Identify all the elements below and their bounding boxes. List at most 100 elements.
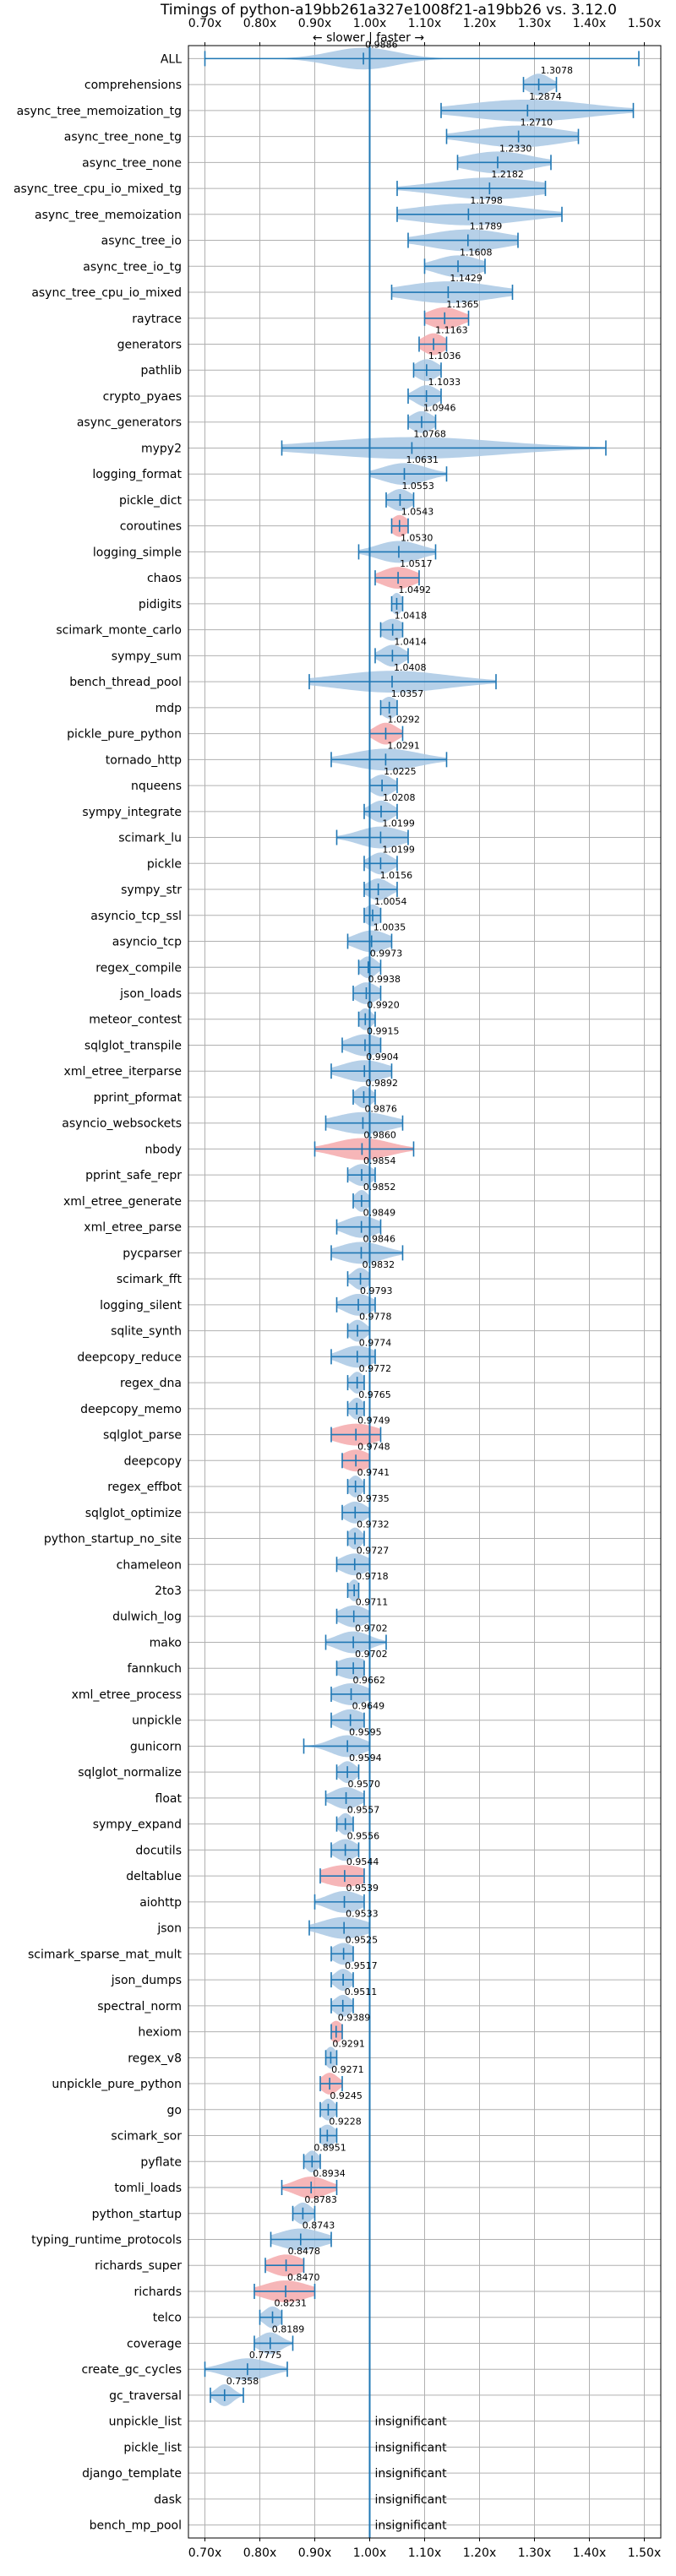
value-label: 1.0492 [398, 584, 431, 595]
value-label: 0.9718 [356, 1571, 389, 1582]
value-label: 0.9892 [365, 1078, 398, 1089]
category-label: bench_mp_pool [90, 2519, 182, 2533]
value-label: 1.0414 [394, 636, 427, 647]
category-label: xml_etree_parse [84, 1221, 182, 1235]
value-label: 1.1033 [428, 377, 461, 388]
value-label: 0.9533 [346, 1909, 379, 1920]
value-label: 0.9511 [345, 1986, 378, 1997]
category-label: async_tree_memoization [35, 209, 182, 222]
insignificant-label: insignificant [375, 2519, 448, 2533]
value-label: 0.9735 [357, 1493, 390, 1504]
x-tick-label-top: 1.20x [463, 17, 496, 30]
category-label: gc_traversal [109, 2389, 182, 2403]
category-label: regex_dna [120, 1377, 182, 1390]
category-label: sqlglot_normalize [78, 1766, 182, 1780]
category-label: python_startup [92, 2208, 182, 2221]
category-label: pyflate [140, 2155, 182, 2169]
x-tick-label-bottom: 0.70x [188, 2546, 221, 2560]
category-label: bench_thread_pool [69, 676, 182, 689]
category-label: raytrace [132, 312, 182, 326]
x-tick-label-top: 0.70x [188, 17, 221, 30]
value-label: 0.9741 [357, 1467, 390, 1478]
category-label: telco [153, 2312, 182, 2325]
insignificant-label: insignificant [375, 2416, 448, 2429]
x-tick-label-bottom: 1.00x [353, 2546, 386, 2560]
category-label: aiohttp [139, 1896, 182, 1910]
category-label: xml_etree_generate [63, 1195, 182, 1209]
category-label: unpickle [132, 1715, 182, 1728]
value-label: 0.9778 [359, 1312, 392, 1323]
value-label: 0.9594 [349, 1753, 382, 1764]
x-tick-label-top: 1.40x [573, 17, 606, 30]
category-label: logging_simple [93, 546, 182, 559]
x-tick-label-bottom: 0.80x [243, 2546, 276, 2560]
category-label: mako [150, 1636, 182, 1649]
category-label: async_tree_io [101, 235, 182, 248]
category-label: sympy_expand [93, 1818, 182, 1832]
category-label: scimark_sor [111, 2130, 182, 2144]
value-label: 0.9702 [355, 1622, 388, 1633]
value-label: 1.0035 [373, 922, 406, 933]
category-label: pprint_pformat [94, 1091, 183, 1105]
value-label: 0.9793 [360, 1285, 393, 1296]
value-label: 0.8470 [287, 2272, 320, 2283]
value-label: 1.1036 [428, 351, 461, 361]
value-label: 0.9271 [331, 2064, 364, 2075]
insignificant-label: insignificant [375, 2467, 448, 2481]
category-label: float [155, 1792, 183, 1806]
category-label: async_tree_cpu_io_mixed_tg [14, 182, 182, 196]
value-label: 1.0631 [406, 454, 439, 465]
category-label: pycparser [123, 1247, 182, 1260]
value-label: 0.9772 [359, 1363, 392, 1374]
value-label: 0.9557 [347, 1805, 380, 1816]
value-label: 0.9245 [330, 2090, 363, 2101]
value-label: 0.9832 [363, 1259, 395, 1270]
category-label: sqlglot_parse [103, 1429, 182, 1443]
category-label: gunicorn [130, 1740, 182, 1753]
category-label: json_dumps [111, 1974, 182, 1987]
x-tick-label-top: 1.50x [628, 17, 661, 30]
category-label: dulwich_log [112, 1611, 182, 1624]
category-label: pidigits [139, 598, 182, 611]
x-tick-label-bottom: 1.10x [408, 2546, 441, 2560]
category-label: ALL [161, 52, 182, 66]
label-layer: ALL 0.9886 comprehensions 1.3078 async_tree_… [14, 39, 573, 2532]
category-label: spectral_norm [97, 2000, 182, 2014]
x-tick-label-bottom: 0.90x [298, 2546, 331, 2560]
value-label: 0.9904 [366, 1052, 399, 1062]
category-label: pickle [147, 857, 182, 871]
category-label: sympy_integrate [82, 806, 182, 819]
category-label: pickle_pure_python [67, 728, 182, 742]
value-label: 0.9915 [367, 1025, 400, 1036]
x-tick-label-top: 1.30x [518, 17, 551, 30]
value-label: 0.7358 [226, 2376, 259, 2387]
value-label: 0.9748 [357, 1441, 390, 1452]
category-label: scimark_monte_carlo [56, 624, 182, 638]
x-tick-label-bottom: 1.30x [518, 2546, 551, 2560]
value-label: 1.2874 [529, 91, 562, 102]
value-label: 0.9973 [370, 948, 403, 959]
value-label: 0.9544 [346, 1856, 379, 1867]
category-label: asyncio_websockets [62, 1117, 182, 1131]
category-label: pathlib [141, 364, 183, 378]
category-label: pprint_safe_repr [85, 1169, 182, 1182]
category-label: richards [134, 2285, 183, 2299]
value-label: 0.9595 [349, 1726, 382, 1737]
value-label: 0.9849 [363, 1208, 396, 1219]
value-label: 1.2330 [499, 143, 532, 154]
category-label: regex_effbot [107, 1481, 182, 1494]
category-label: pickle_list [123, 2441, 182, 2454]
category-label: coroutines [120, 520, 182, 534]
category-label: scimark_lu [118, 832, 182, 845]
category-label: json_loads [119, 987, 182, 1001]
value-label: 0.8478 [288, 2246, 321, 2257]
x-tick-label-top: 1.10x [408, 17, 441, 30]
direction-annotation: ← slower | faster → [313, 31, 424, 45]
value-label: 0.8934 [313, 2168, 346, 2179]
value-label: 0.9727 [357, 1545, 390, 1556]
value-label: 1.0357 [391, 688, 424, 699]
category-label: python_startup_no_site [44, 1533, 182, 1546]
value-label: 1.0530 [401, 532, 433, 543]
value-label: 1.1365 [446, 299, 479, 310]
category-label: asyncio_tcp [112, 936, 182, 949]
